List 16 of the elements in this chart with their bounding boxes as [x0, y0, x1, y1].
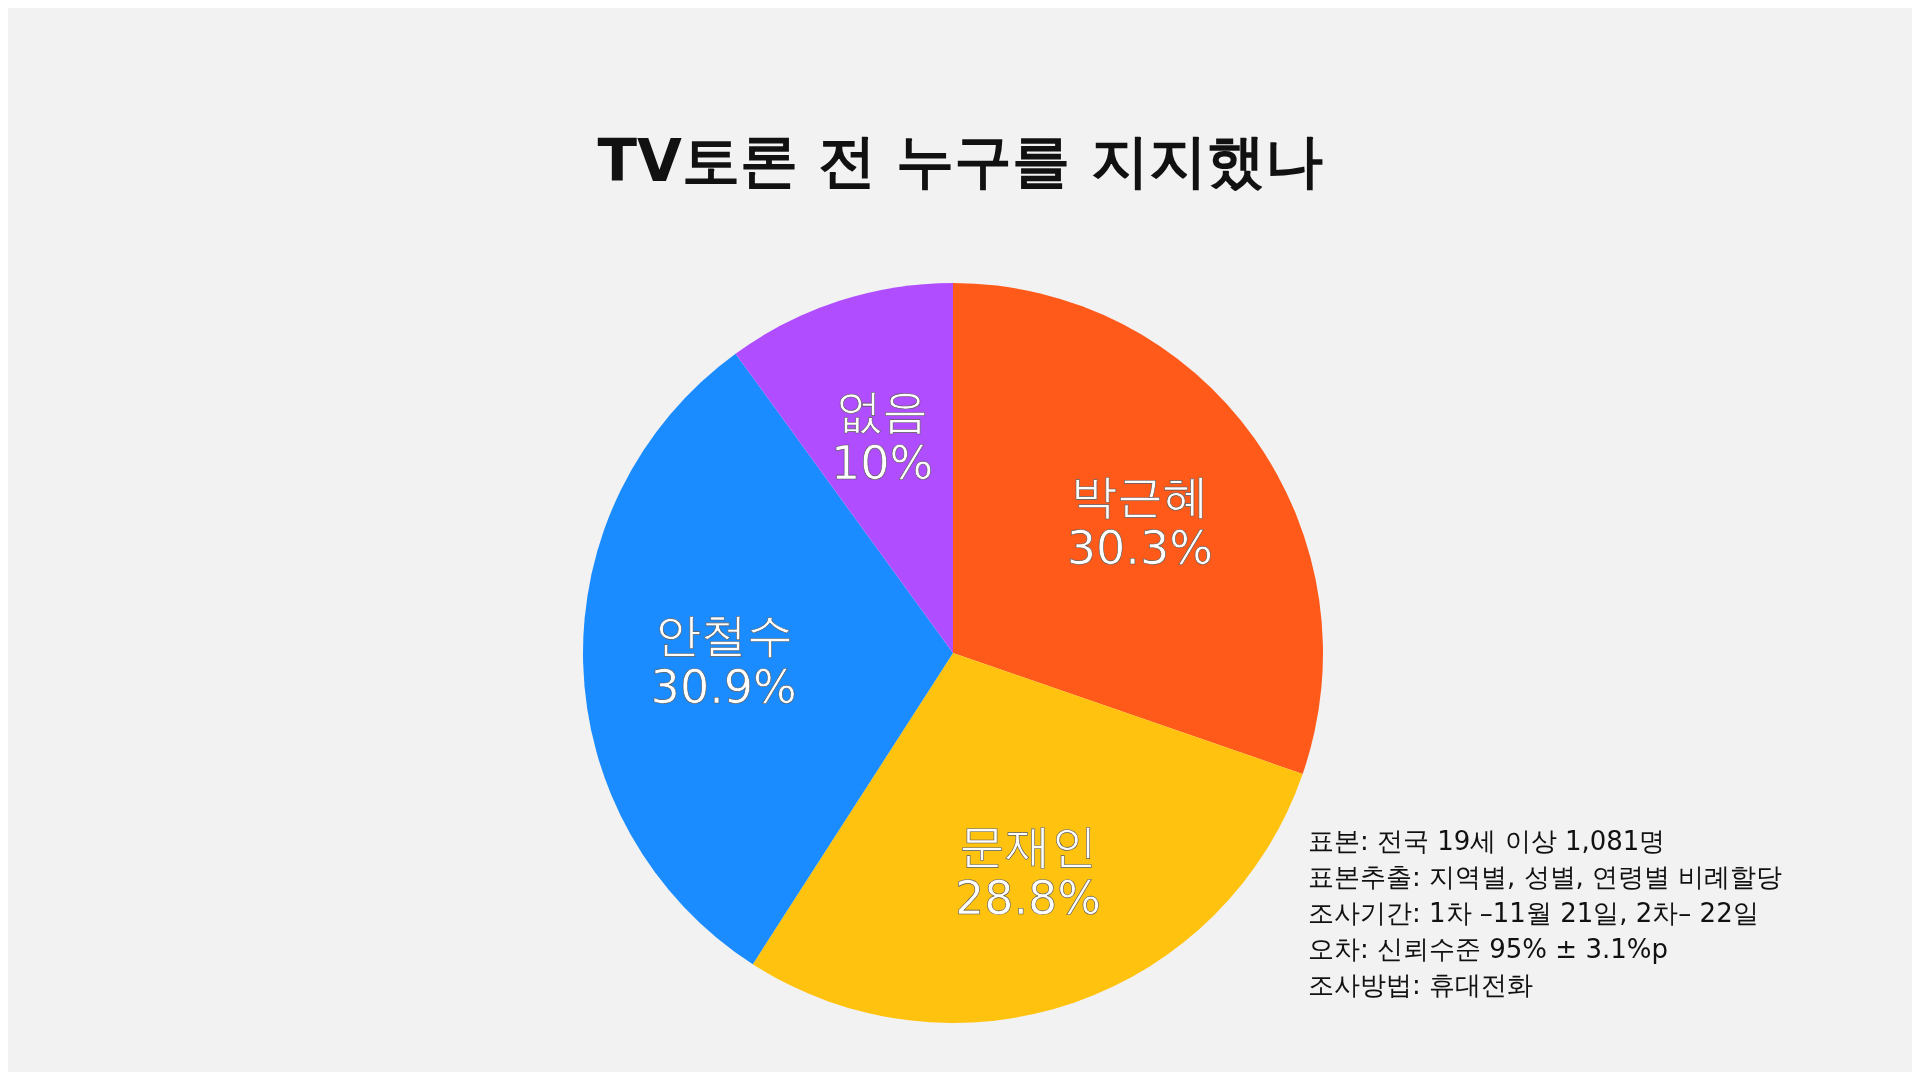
slice-label: 안철수 — [654, 608, 793, 663]
text: 조사방법: 휴대전화 — [1308, 969, 1535, 1002]
data-label: 10% — [830, 435, 934, 490]
text: 조사기간: 1차 –11월 21일, 2차– 22일 — [1308, 897, 1760, 930]
text: 표본추출: 지역별, 성별, 연령별 비례할당 — [1308, 861, 1783, 894]
text: 오차: 신뢰수준 95% ± 3.1%p — [1308, 933, 1669, 966]
pie-slice — [583, 353, 953, 965]
data-label: 30.9% — [650, 660, 797, 715]
pie-slice — [953, 283, 1323, 774]
data-label: 30.3% — [1066, 520, 1213, 575]
text: 표본: 전국 19세 이상 1,081명 — [1308, 825, 1667, 858]
chart-title: TV토론 전 누구를 지지했나 — [596, 126, 1324, 197]
slice-label: 없음 — [836, 383, 929, 438]
data-label: 28.8% — [954, 870, 1102, 925]
slice-label: 박근혜 — [1070, 468, 1209, 523]
slice-label: 문재인 — [958, 818, 1097, 873]
